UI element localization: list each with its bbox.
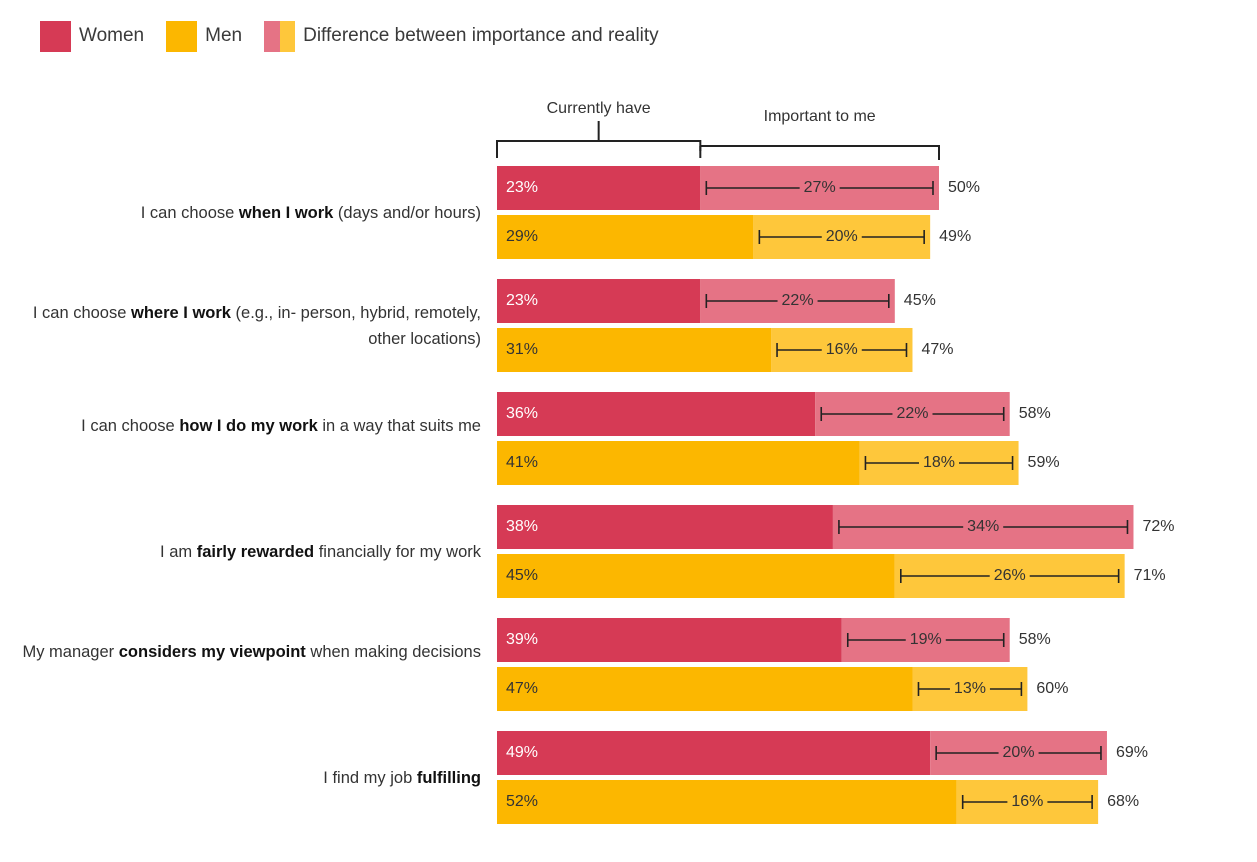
row-label-text: (e.g., in- person, hybrid, remotely, oth… xyxy=(230,304,481,348)
men-importance-label: 59% xyxy=(1028,454,1060,471)
women-current-label: 39% xyxy=(506,631,538,648)
row-label-text: I find my job xyxy=(323,769,417,787)
men-current-bar xyxy=(497,215,754,259)
women-difference-label: 20% xyxy=(1003,744,1035,761)
men-difference-label: 13% xyxy=(954,680,986,697)
important-bracket xyxy=(699,145,940,160)
women-current-label: 36% xyxy=(506,405,538,422)
row-label-text: (days and/or hours) xyxy=(333,204,481,222)
men-importance-label: 71% xyxy=(1134,567,1166,584)
row-label-bold: fairly rewarded xyxy=(196,543,315,561)
row-label: My manager considers my viewpoint when m… xyxy=(21,639,481,665)
women-difference-label: 22% xyxy=(782,292,814,309)
legend-men-label: Men xyxy=(205,25,243,46)
row-label-bold: fulfilling xyxy=(416,769,481,787)
women-difference-label: 19% xyxy=(910,631,942,648)
women-difference-label: 34% xyxy=(967,518,999,535)
row-label-bold: where I work xyxy=(131,304,231,322)
row-label-text: I am xyxy=(160,543,197,561)
men-importance-label: 47% xyxy=(921,341,953,358)
women-current-bar xyxy=(497,392,816,436)
women-importance-label: 72% xyxy=(1142,518,1174,535)
men-difference-label: 16% xyxy=(826,341,858,358)
legend-women-label: Women xyxy=(79,25,145,46)
row-label-bold: considers my viewpoint xyxy=(118,643,306,661)
row-label-text: My manager xyxy=(22,643,119,661)
men-importance-label: 49% xyxy=(939,228,971,245)
row-label-text: in a way that suits me xyxy=(317,417,481,435)
women-current-label: 38% xyxy=(506,518,538,535)
men-current-label: 45% xyxy=(506,567,538,584)
men-current-label: 52% xyxy=(506,793,538,810)
row-label: I can choose how I do my work in a way t… xyxy=(21,413,481,439)
men-current-bar xyxy=(497,780,957,824)
women-current-bar xyxy=(497,279,701,323)
legend-difference-swatch xyxy=(264,20,296,52)
row-label-text: financially for my work xyxy=(314,543,481,561)
women-difference-label: 27% xyxy=(804,179,836,196)
row-label-text: I can choose xyxy=(81,417,180,435)
women-difference-label: 22% xyxy=(896,405,928,422)
row-label-text: when making decisions xyxy=(305,643,481,661)
row-label: I find my job fulfilling xyxy=(21,765,481,791)
women-current-bar xyxy=(497,505,833,549)
currently-have-bracket xyxy=(496,140,702,158)
men-current-label: 31% xyxy=(506,341,538,358)
legend-difference-label: Difference between importance and realit… xyxy=(303,25,659,46)
women-current-label: 49% xyxy=(506,744,538,761)
row-label-bold: when I work xyxy=(238,204,334,222)
men-current-label: 41% xyxy=(506,454,538,471)
legend: Women Men Difference between importance … xyxy=(40,20,681,52)
men-current-label: 29% xyxy=(506,228,538,245)
men-current-bar xyxy=(497,328,772,372)
row-label: I am fairly rewarded financially for my … xyxy=(21,539,481,565)
row-label-text: I can choose xyxy=(32,304,131,322)
row-label-bold: how I do my work xyxy=(179,417,318,435)
women-current-label: 23% xyxy=(506,292,538,309)
men-importance-label: 60% xyxy=(1036,680,1068,697)
legend-men-swatch xyxy=(166,20,198,52)
women-importance-label: 69% xyxy=(1116,744,1148,761)
women-importance-label: 58% xyxy=(1019,631,1051,648)
row-label: I can choose where I work (e.g., in- per… xyxy=(21,300,481,352)
men-current-bar xyxy=(497,441,860,485)
men-current-bar xyxy=(497,554,895,598)
currently-have-label: Currently have xyxy=(547,100,651,117)
legend-women-swatch xyxy=(40,20,71,52)
women-current-bar xyxy=(497,731,931,775)
important-label: Important to me xyxy=(764,108,876,125)
women-current-bar xyxy=(497,166,701,210)
row-label: I can choose when I work (days and/or ho… xyxy=(21,200,481,226)
men-importance-label: 68% xyxy=(1107,793,1139,810)
women-current-bar xyxy=(497,618,842,662)
men-difference-label: 18% xyxy=(923,454,955,471)
row-label-text: I can choose xyxy=(140,204,239,222)
men-current-label: 47% xyxy=(506,680,538,697)
women-current-label: 23% xyxy=(506,179,538,196)
women-importance-label: 58% xyxy=(1019,405,1051,422)
men-difference-label: 26% xyxy=(994,567,1026,584)
men-difference-label: 16% xyxy=(1011,793,1043,810)
men-current-bar xyxy=(497,667,913,711)
men-difference-label: 20% xyxy=(826,228,858,245)
women-importance-label: 50% xyxy=(948,179,980,196)
women-importance-label: 45% xyxy=(904,292,936,309)
